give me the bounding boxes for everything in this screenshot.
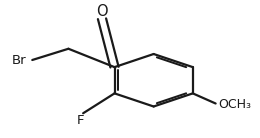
- Text: O: O: [96, 4, 108, 19]
- Text: F: F: [76, 114, 84, 127]
- Text: OCH₃: OCH₃: [218, 99, 251, 112]
- Text: Br: Br: [12, 54, 27, 67]
